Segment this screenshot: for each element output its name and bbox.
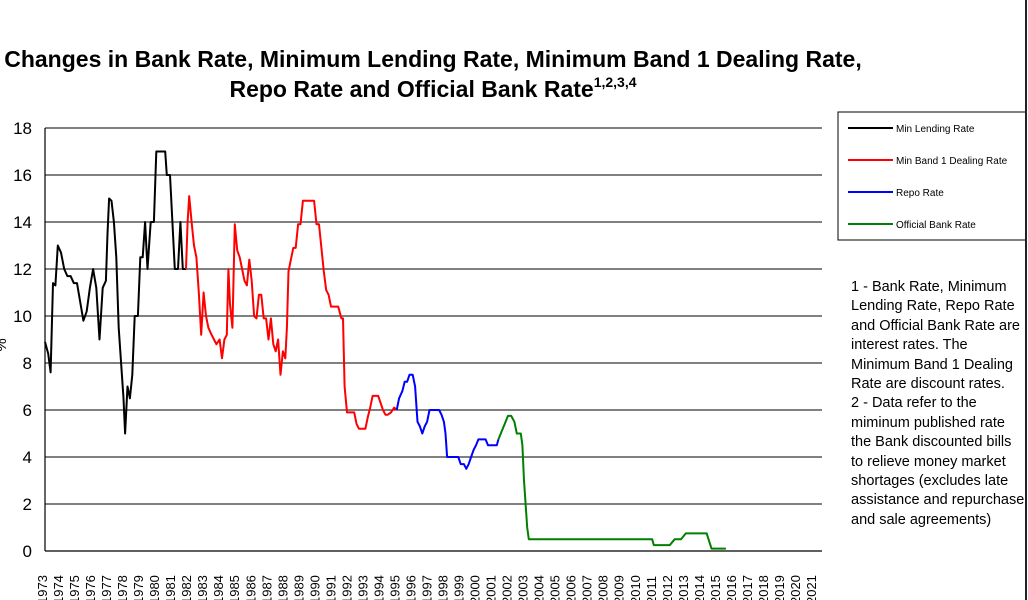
y-tick-label: 14 (13, 213, 32, 232)
footnote-1: 1 - Bank Rate, Minimum Lending Rate, Rep… (851, 279, 1020, 393)
x-tick-label: 1983 (195, 575, 210, 600)
x-tick-label: 2017 (740, 575, 755, 600)
legend-item: Repo Rate (896, 188, 944, 199)
x-tick-label: 2016 (724, 575, 739, 600)
legend-item: Min Lending Rate (896, 124, 975, 135)
y-tick-label: 16 (13, 166, 32, 185)
x-tick-label: 1997 (419, 575, 434, 600)
x-tick-label: 1995 (387, 575, 402, 600)
footnote-2: 2 - Data refer to the miminum published … (851, 395, 1025, 528)
series-line (44, 150, 186, 435)
x-tick-label: 1986 (243, 575, 258, 600)
title-text: Changes in Bank Rate, Minimum Lending Ra… (4, 46, 862, 102)
x-tick-label: 2019 (772, 575, 787, 600)
legend-box (837, 111, 1027, 241)
y-axis-label: % (0, 338, 10, 351)
x-tick-label: 1977 (99, 575, 114, 600)
grid-lines (45, 127, 822, 505)
x-tick-label: 2010 (628, 575, 643, 600)
x-tick-label: 2013 (676, 575, 691, 600)
x-tick-label: 2003 (516, 575, 531, 600)
y-tick-label: 0 (23, 542, 32, 561)
x-tick-label: 1974 (51, 575, 66, 600)
axes (44, 128, 822, 552)
x-tick-label: 2014 (692, 575, 707, 600)
x-tick-label: 1976 (83, 575, 98, 600)
chart-title: Changes in Bank Rate, Minimum Lending Ra… (0, 44, 866, 104)
y-tick-label: 8 (23, 354, 32, 373)
x-tick-labels: 1973 1974 1975 1976 1977 1978 1979 1980 1981 1982… (35, 575, 819, 600)
frame-border (1025, 0, 1027, 600)
x-tick-label: 2020 (788, 575, 803, 600)
x-tick-label: 1989 (291, 575, 306, 600)
x-tick-label: 2008 (596, 575, 611, 600)
x-tick-label: 2004 (532, 575, 547, 600)
x-tick-label: 2006 (564, 575, 579, 600)
x-tick-label: 1990 (307, 575, 322, 600)
y-tick-label: 18 (13, 119, 32, 138)
x-tick-label: 1975 (67, 575, 82, 600)
x-tick-label: 1991 (323, 575, 338, 600)
x-tick-label: 2002 (500, 575, 515, 600)
x-tick-label: 1994 (371, 575, 386, 600)
x-tick-label: 1993 (355, 575, 370, 600)
x-tick-label: 2012 (660, 575, 675, 600)
x-tick-label: 1992 (339, 575, 354, 600)
x-tick-label: 1988 (275, 575, 290, 600)
x-tick-label: 1998 (436, 575, 451, 600)
y-tick-label: 2 (23, 495, 32, 514)
title-superscript: 1,2,3,4 (593, 74, 637, 90)
data-series (44, 150, 726, 550)
legend-item: Min Band 1 Dealing Rate (896, 156, 1008, 167)
x-tick-label: 1980 (147, 575, 162, 600)
y-tick-labels: 0 2 4 6 8 10 12 14 16 18 (13, 119, 32, 561)
x-tick-label: 2000 (468, 575, 483, 600)
x-tick-label: 1978 (115, 575, 130, 600)
x-tick-label: 2018 (756, 575, 771, 600)
series-line (497, 414, 726, 550)
y-tick-label: 10 (13, 307, 32, 326)
footnotes: 1 - Bank Rate, Minimum Lending Rate, Rep… (851, 278, 1025, 530)
x-tick-label: 2007 (580, 575, 595, 600)
x-tick-label: 1973 (35, 575, 50, 600)
series-line (185, 195, 398, 430)
x-tick-label: 1996 (403, 575, 418, 600)
x-tick-label: 1999 (452, 575, 467, 600)
y-tick-label: 4 (23, 448, 32, 467)
x-tick-label: 2005 (548, 575, 563, 600)
x-tick-label: 2009 (612, 575, 627, 600)
x-tick-label: 1981 (163, 575, 178, 600)
x-tick-label: 1984 (211, 575, 226, 600)
x-tick-label: 2011 (644, 576, 659, 600)
legend-item: Official Bank Rate (896, 220, 976, 231)
x-tick-label: 2001 (484, 575, 499, 600)
x-tick-label: 1987 (259, 575, 274, 600)
x-tick-label: 2021 (804, 575, 819, 600)
series-line (395, 373, 500, 470)
legend: Min Lending Rate Min Band 1 Dealing Rate R… (837, 111, 1027, 241)
x-tick-label: 1985 (227, 575, 242, 600)
x-tick-label: 1982 (179, 575, 194, 600)
x-tick-label: 1979 (131, 575, 146, 600)
y-tick-label: 6 (23, 401, 32, 420)
y-tick-label: 12 (13, 260, 32, 279)
x-tick-label: 2015 (708, 575, 723, 600)
